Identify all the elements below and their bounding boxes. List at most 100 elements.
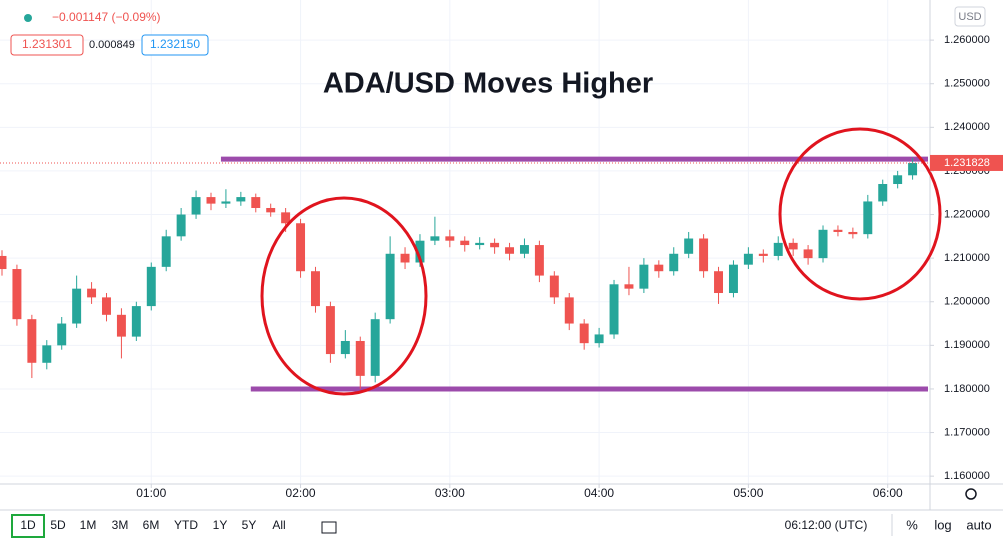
status-dot bbox=[24, 14, 32, 22]
bid: 1.231301 bbox=[22, 37, 72, 51]
candle-body bbox=[146, 266, 156, 307]
candle-body bbox=[325, 306, 335, 355]
candle-body bbox=[788, 242, 798, 250]
candle-body bbox=[0, 255, 7, 270]
x-tick-label: 03:00 bbox=[435, 486, 465, 500]
candle-body bbox=[236, 197, 246, 202]
x-tick-label: 01:00 bbox=[136, 486, 166, 500]
currency: USD bbox=[958, 11, 981, 23]
toolbar: 1D 5D 1M 3M 6M YTD 1Y 5Y All% log auto bbox=[20, 517, 991, 532]
candle-body bbox=[266, 207, 276, 213]
candle-body bbox=[549, 275, 559, 298]
candle-body bbox=[400, 253, 410, 263]
candle-body bbox=[251, 197, 261, 208]
range-button[interactable]: All bbox=[272, 518, 285, 532]
candle-body bbox=[430, 236, 440, 241]
candle-body bbox=[818, 229, 828, 259]
y-tick-label: 1.260000 bbox=[944, 34, 990, 46]
candle-body bbox=[699, 238, 709, 272]
last-price-box bbox=[930, 154, 1003, 171]
candle-body bbox=[490, 242, 500, 248]
candle-body bbox=[87, 288, 97, 298]
marks bbox=[0, 156, 930, 392]
y-tick-label: 1.200000 bbox=[944, 296, 990, 308]
candle-body bbox=[564, 297, 574, 324]
candle-body bbox=[624, 284, 634, 289]
ask-box[interactable] bbox=[141, 34, 209, 56]
candle-body bbox=[355, 340, 365, 376]
candle-body bbox=[116, 314, 126, 337]
candle-body bbox=[72, 288, 82, 324]
x-tick-label: 05:00 bbox=[733, 486, 763, 500]
candle-body bbox=[519, 245, 529, 254]
candle-body bbox=[639, 264, 649, 289]
candle-body bbox=[684, 238, 694, 254]
settings-icon[interactable] bbox=[965, 488, 977, 500]
candle-body bbox=[57, 323, 67, 346]
change: −0.001147 (−0.09%) bbox=[52, 10, 161, 24]
candle-body bbox=[669, 253, 679, 272]
date-range-icon[interactable] bbox=[321, 521, 337, 534]
candle-body bbox=[743, 253, 753, 265]
candle-body bbox=[161, 236, 171, 267]
candle-body bbox=[191, 197, 201, 215]
candle-body bbox=[803, 249, 813, 259]
candle-body bbox=[221, 201, 231, 204]
candle-body bbox=[878, 184, 888, 202]
range-button[interactable]: 1D bbox=[20, 518, 36, 532]
range-button[interactable]: 1M bbox=[80, 518, 97, 532]
last-price-label: 1.231828 bbox=[944, 157, 990, 169]
candle-body bbox=[728, 264, 738, 294]
y-tick-label: 1.250000 bbox=[944, 78, 990, 90]
candle-body bbox=[773, 242, 783, 256]
highlight-circle bbox=[260, 196, 428, 396]
x-tick-label: 02:00 bbox=[286, 486, 316, 500]
candle-body bbox=[131, 306, 141, 337]
range-button[interactable]: 6M bbox=[143, 518, 160, 532]
candle-body bbox=[385, 253, 395, 320]
candle-body bbox=[848, 231, 858, 235]
candle-body bbox=[609, 284, 619, 335]
range-button[interactable]: YTD bbox=[174, 518, 198, 532]
candle-body bbox=[311, 271, 320, 307]
ask: 1.232150 bbox=[150, 37, 200, 51]
candle-body bbox=[833, 229, 843, 232]
spread: 0.000849 bbox=[89, 39, 135, 51]
bid-box[interactable] bbox=[10, 34, 84, 56]
candle-body bbox=[475, 242, 485, 246]
candle-body bbox=[758, 253, 768, 256]
range-button[interactable]: 5Y bbox=[242, 518, 257, 532]
candle-body bbox=[579, 323, 589, 344]
range-button[interactable]: 5D bbox=[50, 518, 66, 532]
candle-body bbox=[370, 319, 380, 376]
candle-body bbox=[460, 240, 470, 246]
candle-body bbox=[102, 297, 111, 315]
candle-body bbox=[654, 264, 664, 272]
x-tick-label: 04:00 bbox=[584, 486, 614, 500]
candle-body bbox=[908, 162, 918, 176]
scale-option[interactable]: % bbox=[906, 517, 918, 532]
y-tick-label: 1.240000 bbox=[944, 121, 990, 133]
active-range bbox=[11, 514, 45, 538]
range-button[interactable]: 3M bbox=[112, 518, 129, 532]
y-tick-label: 1.220000 bbox=[944, 208, 990, 220]
candle-body bbox=[594, 334, 604, 344]
scale-option[interactable]: log bbox=[934, 517, 951, 532]
y-tick-label: 1.210000 bbox=[944, 252, 990, 264]
highlight-circle bbox=[778, 127, 942, 301]
currency-box[interactable] bbox=[954, 6, 986, 27]
candle-body bbox=[42, 345, 52, 363]
calendar bbox=[321, 521, 337, 534]
y-tick-label: 1.170000 bbox=[944, 426, 990, 438]
candle-body bbox=[505, 247, 515, 254]
candle-body bbox=[714, 271, 724, 294]
candle-body bbox=[863, 201, 873, 235]
range-button[interactable]: 1Y bbox=[213, 518, 228, 532]
scale-option[interactable]: auto bbox=[966, 517, 991, 532]
settings-gear bbox=[965, 488, 977, 500]
x-tick-label: 06:00 bbox=[873, 486, 903, 500]
y-tick-label: 1.160000 bbox=[944, 470, 990, 482]
